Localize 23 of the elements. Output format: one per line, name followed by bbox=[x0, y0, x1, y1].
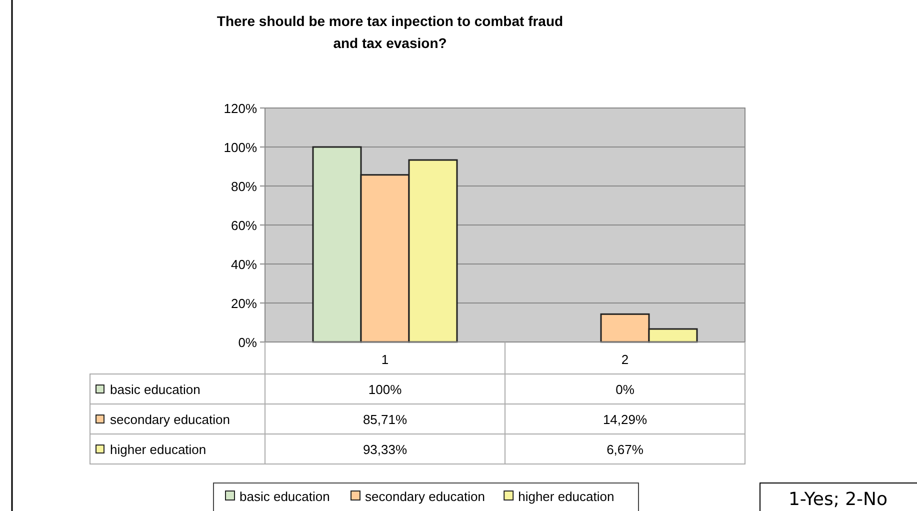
data-label: 6,67% bbox=[606, 442, 644, 457]
y-tick-label: 40% bbox=[230, 257, 258, 272]
legend-label: secondary education bbox=[365, 489, 485, 504]
data-label: 100% bbox=[368, 382, 402, 397]
data-label: 0% bbox=[616, 382, 635, 397]
data-label: 93,33% bbox=[362, 442, 408, 457]
legend-label: basic education bbox=[110, 382, 200, 397]
data-label: 85,71% bbox=[362, 412, 408, 427]
y-tick-label: 120% bbox=[224, 101, 258, 116]
text: secondary education bbox=[110, 412, 230, 427]
x-tick-label: 2 bbox=[621, 352, 629, 367]
chart-title: There should be more tax inpection to combat fraud and tax evasion? bbox=[216, 13, 564, 51]
data-label: 14,29% bbox=[602, 412, 648, 427]
y-tick-label: 60% bbox=[230, 218, 258, 233]
y-tick-label: 0% bbox=[238, 335, 258, 350]
y-tick-label: 20% bbox=[230, 296, 258, 311]
text: higher education bbox=[110, 442, 206, 457]
y-tick-label: 100% bbox=[224, 140, 258, 155]
text: basic education bbox=[240, 489, 330, 504]
x-tick-label: 1 bbox=[381, 352, 389, 367]
y-tick-label: 80% bbox=[230, 179, 258, 194]
legend-label: higher education bbox=[518, 489, 614, 504]
text: 1-Yes; 2-No bbox=[788, 489, 888, 510]
